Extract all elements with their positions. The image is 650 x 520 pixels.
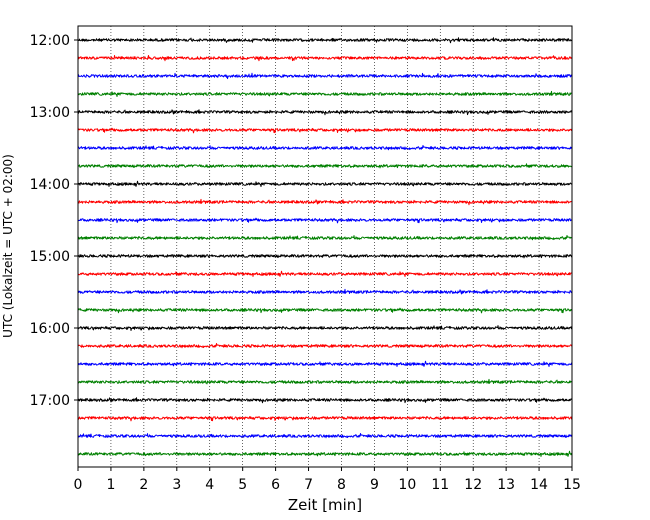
- seismic-trace: [77, 127, 573, 134]
- seismic-trace: [77, 234, 573, 241]
- seismic-traces: [77, 37, 573, 457]
- seismic-trace: [77, 270, 573, 277]
- x-tick-label: 9: [370, 477, 379, 493]
- x-tick-label: 14: [530, 477, 548, 493]
- y-tick-label: 14:00: [30, 177, 70, 193]
- x-tick-label: 6: [271, 477, 280, 493]
- seismic-trace: [77, 37, 573, 44]
- seismic-trace: [77, 378, 573, 385]
- x-tick-label: 3: [172, 477, 181, 493]
- x-axis-label: Zeit [min]: [288, 496, 362, 514]
- y-tick-label: 15:00: [30, 249, 70, 265]
- seismic-trace: [77, 415, 573, 422]
- seismic-trace: [77, 450, 573, 457]
- seismic-trace: [77, 72, 573, 80]
- x-tick-label: 1: [106, 477, 115, 493]
- seismic-trace: [77, 288, 573, 295]
- x-tick-label: 7: [304, 477, 313, 493]
- x-tick-label: 4: [205, 477, 214, 493]
- seismic-trace: [77, 54, 573, 62]
- x-tick-label: 11: [431, 477, 449, 493]
- seismic-trace: [77, 254, 573, 259]
- y-tick-label: 12:00: [30, 33, 70, 49]
- seismic-trace: [77, 432, 573, 439]
- x-tick-label: 2: [139, 477, 148, 493]
- x-tick-label: 8: [337, 477, 346, 493]
- seismic-trace: [77, 180, 573, 187]
- seismic-trace: [77, 198, 573, 206]
- y-tick-label: 17:00: [30, 393, 70, 409]
- seismic-trace: [77, 109, 573, 116]
- x-tick-label: 12: [464, 477, 482, 493]
- x-tick-label: 10: [398, 477, 416, 493]
- x-tick-label: 15: [563, 477, 581, 493]
- y-tick-label: 13:00: [30, 105, 70, 121]
- seismic-trace: [77, 163, 573, 169]
- seismic-trace: [77, 90, 573, 97]
- y-axis-label: UTC (Lokalzeit = UTC + 02:00): [1, 154, 15, 338]
- x-tick-label: 5: [238, 477, 247, 493]
- seismic-trace: [77, 307, 573, 314]
- seismic-trace: [77, 397, 573, 404]
- y-axis: 12:00 13:00 14:00 15:00 16:00 17:00: [30, 33, 78, 409]
- seismic-trace: [77, 325, 573, 331]
- seismic-trace: [77, 144, 573, 151]
- seismic-trace: [77, 342, 573, 349]
- x-tick-label: 0: [74, 477, 83, 493]
- seismic-trace: [77, 360, 573, 367]
- seismic-trace: [77, 217, 573, 224]
- x-axis: 0 1 2 3 4 5 6 7 8 9 10 11 12 13 14 15: [74, 467, 581, 493]
- plot-frame: [77, 25, 573, 468]
- x-tick-label: 13: [497, 477, 515, 493]
- y-tick-label: 16:00: [30, 321, 70, 337]
